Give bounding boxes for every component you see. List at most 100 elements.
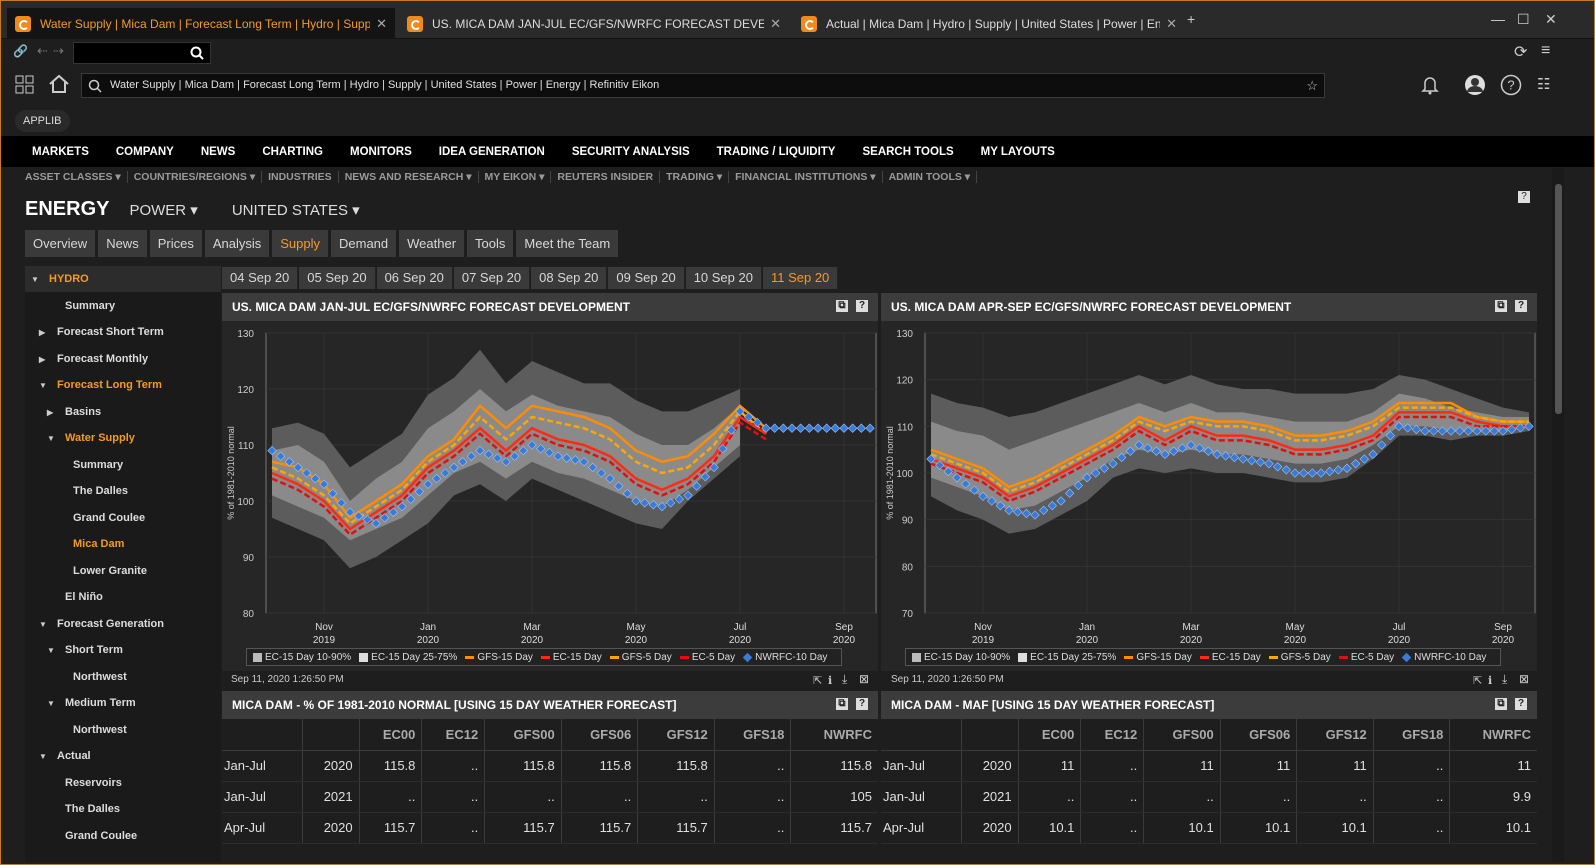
main-menu-item[interactable]: TRADING / LIQUIDITY [716, 145, 836, 158]
date-tab[interactable]: 11 Sep 20 [762, 267, 839, 289]
column-header[interactable] [960, 719, 1019, 751]
sub-menu-item[interactable]: ASSET CLASSES ▾ [25, 171, 128, 183]
sidebar-item[interactable]: Reservoirs [47, 770, 122, 796]
home-icon[interactable] [48, 74, 70, 94]
sidebar-item[interactable]: ▼ Forecast Long Term [39, 372, 162, 398]
forward-arrow-icon[interactable]: ⇢ [53, 43, 64, 58]
sidebar-item[interactable]: Northwest [55, 664, 127, 690]
column-header[interactable]: GFS00 [1143, 719, 1221, 751]
sidebar-item[interactable]: Grand Coulee [55, 505, 145, 531]
new-tab-icon[interactable]: + [1187, 11, 1196, 27]
column-header[interactable] [881, 719, 962, 751]
legend-item[interactable]: EC-15 Day 10-90% [253, 652, 351, 663]
column-header[interactable]: EC12 [421, 719, 485, 751]
help-icon[interactable]: ? [856, 698, 868, 710]
search-icon[interactable] [190, 46, 204, 60]
column-header[interactable]: GFS12 [637, 719, 715, 751]
info-icon[interactable]: ℹ [1488, 675, 1493, 687]
column-header[interactable]: GFS06 [1219, 719, 1297, 751]
tree-arrow-icon[interactable]: ▶ [39, 328, 46, 337]
main-menu-item[interactable]: MY LAYOUTS [980, 145, 1055, 158]
column-header[interactable]: GFS12 [1296, 719, 1374, 751]
link-icon[interactable]: 🔗 [13, 44, 28, 58]
column-header[interactable] [301, 719, 360, 751]
help-icon[interactable]: ? [1500, 74, 1522, 96]
export-icon[interactable]: ⇱ [813, 675, 823, 687]
tree-arrow-icon[interactable]: ▼ [47, 434, 55, 443]
main-menu-item[interactable]: MONITORS [350, 145, 412, 158]
window-close-icon[interactable]: ✕ [1545, 11, 1557, 27]
sidebar-item[interactable]: Summary [55, 452, 123, 478]
column-header[interactable]: GFS18 [1372, 719, 1450, 751]
sidebar-item[interactable]: Northwest [55, 717, 127, 743]
legend-item[interactable]: EC-15 Day 10-90% [912, 652, 1010, 663]
section-tab[interactable]: Supply [272, 230, 328, 257]
popout-icon[interactable]: ⧉ [1495, 300, 1507, 312]
search-input[interactable] [73, 42, 211, 64]
sidebar-item[interactable]: ▼ Short Term [47, 637, 123, 663]
date-tab[interactable]: 05 Sep 20 [299, 267, 376, 289]
column-header[interactable]: NWRFC [1449, 719, 1537, 751]
tree-arrow-icon[interactable]: ▼ [39, 381, 47, 390]
date-tab[interactable]: 10 Sep 20 [685, 267, 762, 289]
export-icon[interactable]: ⇱ [1473, 675, 1483, 687]
legend-item[interactable]: EC-15 Day 25-75% [1018, 652, 1116, 663]
sidebar-item[interactable]: Lower Granite [55, 558, 147, 584]
tree-arrow-icon[interactable]: ▼ [31, 275, 39, 284]
applib-badge[interactable]: APPLIB [15, 110, 70, 132]
legend-item[interactable]: EC-15 Day [1199, 652, 1261, 663]
country-dropdown[interactable]: UNITED STATES ▾ [231, 202, 360, 219]
info-icon[interactable]: ℹ [828, 675, 833, 687]
tab-actual[interactable]: Actual | Mica Dam | Hydro | Supply | Uni… [793, 8, 1185, 39]
address-field[interactable]: Water Supply | Mica Dam | Forecast Long … [81, 73, 1325, 98]
main-menu-item[interactable]: SECURITY ANALYSIS [571, 145, 690, 158]
bell-icon[interactable] [1421, 75, 1439, 95]
close-icon[interactable]: ✕ [770, 15, 781, 31]
sub-menu-item[interactable]: REUTERS INSIDER [557, 171, 661, 183]
back-arrow-icon[interactable]: ⇠ [37, 43, 48, 58]
popout-icon[interactable]: ⧉ [836, 698, 848, 710]
date-tab[interactable]: 04 Sep 20 [222, 267, 299, 289]
tree-arrow-icon[interactable]: ▶ [47, 407, 54, 417]
column-header[interactable]: GFS18 [713, 719, 791, 751]
legend-item[interactable]: EC-15 Day [540, 652, 602, 663]
legend-item[interactable]: EC-15 Day 25-75% [359, 652, 457, 663]
main-menu-item[interactable]: CHARTING [262, 145, 324, 158]
sidebar-item[interactable]: ▼ HYDRO [25, 266, 221, 292]
sidebar-item[interactable]: ▼ Actual [39, 743, 91, 769]
column-header[interactable]: GFS06 [560, 719, 638, 751]
popout-icon[interactable]: ⧉ [836, 300, 848, 312]
scrollbar[interactable] [1552, 168, 1564, 862]
tab-water-supply[interactable]: Water Supply | Mica Dam | Forecast Long … [7, 8, 395, 39]
power-dropdown[interactable]: POWER ▾ [129, 202, 198, 219]
sub-menu-item[interactable]: MY EIKON ▾ [485, 171, 552, 183]
sidebar-item[interactable]: The Dalles [55, 478, 128, 504]
main-menu-item[interactable]: IDEA GENERATION [438, 145, 545, 158]
apps-grid-icon[interactable] [15, 75, 35, 95]
main-menu-item[interactable]: COMPANY [115, 145, 174, 158]
legend-item[interactable]: GFS-15 Day [465, 652, 533, 663]
legend-item[interactable]: EC-5 Day [679, 652, 735, 663]
column-header[interactable]: EC12 [1080, 719, 1144, 751]
sidebar-item[interactable]: ▶ Forecast Monthly [39, 346, 148, 372]
main-menu-item[interactable]: NEWS [200, 145, 236, 158]
legend-item[interactable]: GFS-5 Day [1268, 652, 1331, 663]
download-icon[interactable]: ⤓ [1502, 672, 1508, 686]
legend-item[interactable]: NWRFC-10 Day [1401, 652, 1486, 663]
section-tab[interactable]: Weather [399, 230, 465, 257]
sub-menu-item[interactable]: NEWS AND RESEARCH ▾ [345, 171, 479, 183]
section-tab[interactable]: Meet the Team [516, 230, 619, 257]
sub-menu-item[interactable]: FINANCIAL INSTITUTIONS ▾ [735, 171, 883, 183]
main-menu-item[interactable]: SEARCH TOOLS [862, 145, 954, 158]
date-tab[interactable]: 06 Sep 20 [376, 267, 453, 289]
sidebar-item[interactable]: ▼ Forecast Generation [39, 611, 164, 637]
tree-arrow-icon[interactable]: ▼ [47, 646, 55, 655]
legend-item[interactable]: GFS-5 Day [609, 652, 672, 663]
section-tab[interactable]: Tools [467, 230, 514, 257]
close-icon[interactable]: ✕ [376, 15, 387, 31]
column-header[interactable]: EC00 [1017, 719, 1081, 751]
section-tab[interactable]: Analysis [204, 230, 270, 257]
help-icon[interactable]: ? [856, 300, 868, 312]
sidebar-item[interactable]: ▼ Water Supply [47, 425, 135, 451]
main-menu-item[interactable]: MARKETS [32, 145, 89, 158]
